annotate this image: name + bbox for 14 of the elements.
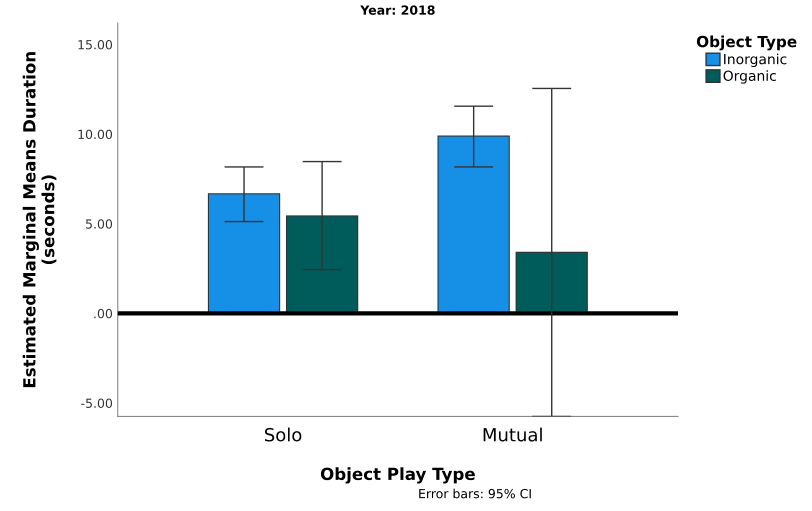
legend-label: Inorganic (724, 54, 786, 68)
y-tick-label: 15.00 (78, 40, 112, 50)
x-axis-title: Object Play Type (320, 467, 475, 484)
x-tick-label: Solo (264, 428, 302, 442)
x-tick-label: Mutual (484, 428, 542, 442)
legend-label: Organic (724, 70, 776, 84)
y-tick-label: -5.00 (81, 398, 112, 408)
y-tick-label: 10.00 (78, 130, 112, 140)
y-tick-label: 5.00 (86, 219, 112, 229)
y-axis-title: Estimated Marginal Means Duration (seconds) (22, 52, 56, 388)
chart-title: Year: 2018 (360, 5, 435, 15)
text: Error bars: 95% CI (419, 488, 531, 498)
y-tick-label: .00 (94, 308, 112, 318)
legend-title: Object Type (696, 35, 796, 50)
